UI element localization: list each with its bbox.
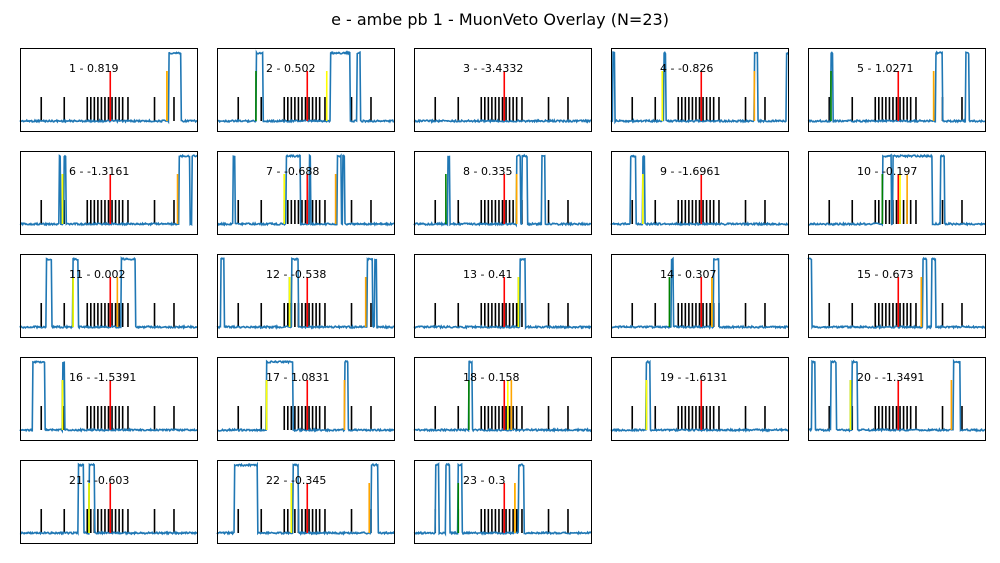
panel: 19 - -1.6131	[610, 357, 789, 441]
trace-line	[19, 255, 198, 330]
trace-line	[610, 256, 789, 330]
panel-frame	[808, 357, 986, 441]
panels-grid: 1 - 0.819 2 - 0.502 3 - -3.4332 4 - -0.826 5…	[19, 48, 986, 544]
panel-frame	[611, 254, 789, 338]
trace-line	[19, 360, 198, 434]
panel: 17 - 1.0831	[216, 357, 395, 441]
panel-frame	[217, 48, 395, 132]
panel-label: 19 - -1.6131	[660, 371, 727, 384]
panel-label: 16 - -1.5391	[69, 371, 136, 384]
panel-frame	[414, 48, 592, 132]
trace-line	[19, 153, 198, 227]
panel: 14 - 0.307	[610, 254, 789, 338]
panel: 8 - 0.335	[413, 151, 592, 235]
panel: 21 - -0.603	[19, 460, 198, 544]
panel-frame	[414, 254, 592, 338]
panel: 7 - -0.688	[216, 151, 395, 235]
trace-line	[216, 461, 395, 536]
panel: 1 - 0.819	[19, 48, 198, 132]
trace-line	[610, 154, 789, 227]
panel-label: 23 - 0.3	[463, 474, 505, 487]
trace-line	[807, 358, 986, 433]
panel: 13 - 0.41	[413, 254, 592, 338]
trace-line	[413, 462, 592, 537]
panel-frame	[611, 151, 789, 235]
panel-label: 5 - 1.0271	[857, 62, 913, 75]
panel: 2 - 0.502	[216, 48, 395, 132]
panel: 6 - -1.3161	[19, 151, 198, 235]
panel-label: 3 - -3.4332	[463, 62, 523, 75]
panel-label: 2 - 0.502	[266, 62, 315, 75]
trace-line	[610, 51, 789, 125]
panel-frame	[20, 254, 198, 338]
panel: 5 - 1.0271	[807, 48, 986, 132]
trace-line	[413, 118, 592, 124]
panel-label: 14 - 0.307	[660, 268, 716, 281]
panel-frame	[217, 460, 395, 544]
trace-line	[216, 359, 395, 433]
trace-line	[610, 359, 789, 433]
trace-line	[807, 153, 986, 227]
panel-frame	[414, 460, 592, 544]
panel-frame	[20, 48, 198, 132]
trace-line	[807, 50, 986, 124]
panel-label: 6 - -1.3161	[69, 165, 129, 178]
panel: 4 - -0.826	[610, 48, 789, 132]
panel-label: 10 - -0.197	[857, 165, 917, 178]
panel-label: 22 - -0.345	[266, 474, 326, 487]
panel: 10 - -0.197	[807, 151, 986, 235]
panel: 22 - -0.345	[216, 460, 395, 544]
panel: 20 - -1.3491	[807, 357, 986, 441]
panel-frame	[217, 357, 395, 441]
panel: 23 - 0.3	[413, 460, 592, 544]
panel-frame	[217, 151, 395, 235]
panel: 11 - 0.002	[19, 254, 198, 338]
trace-line	[216, 257, 395, 330]
panel-label: 21 - -0.603	[69, 474, 129, 487]
trace-line	[807, 256, 986, 331]
panel: 3 - -3.4332	[413, 48, 592, 132]
trace-line	[413, 257, 592, 331]
panel-label: 4 - -0.826	[660, 62, 713, 75]
panel-label: 1 - 0.819	[69, 62, 118, 75]
trace-line	[19, 462, 198, 536]
trace-line	[413, 360, 592, 433]
panel-frame	[808, 151, 986, 235]
panel-label: 17 - 1.0831	[266, 371, 329, 384]
panel-frame	[611, 48, 789, 132]
panel-frame	[20, 151, 198, 235]
panel-label: 18 - 0.158	[463, 371, 519, 384]
panel-frame	[414, 151, 592, 235]
trace-line	[216, 49, 395, 124]
panel: 18 - 0.158	[413, 357, 592, 441]
panel-frame	[217, 254, 395, 338]
panel-label: 9 - -1.6961	[660, 165, 720, 178]
panel-label: 20 - -1.3491	[857, 371, 924, 384]
panel-label: 11 - 0.002	[69, 268, 125, 281]
panel-frame	[20, 357, 198, 441]
panel-label: 8 - 0.335	[463, 165, 512, 178]
panel-frame	[808, 254, 986, 338]
panel-frame	[808, 48, 986, 132]
panel: 12 - -0.538	[216, 254, 395, 338]
panel-label: 7 - -0.688	[266, 165, 319, 178]
figure-title: e - ambe pb 1 - MuonVeto Overlay (N=23)	[331, 10, 669, 29]
panel-frame	[611, 357, 789, 441]
panel-label: 12 - -0.538	[266, 268, 326, 281]
trace-line	[413, 153, 592, 228]
trace-line	[216, 153, 395, 227]
panel-label: 13 - 0.41	[463, 268, 512, 281]
panel-frame	[414, 357, 592, 441]
panel: 9 - -1.6961	[610, 151, 789, 235]
panel-frame	[20, 460, 198, 544]
panel-label: 15 - 0.673	[857, 268, 913, 281]
panel: 16 - -1.5391	[19, 357, 198, 441]
panel: 15 - 0.673	[807, 254, 986, 338]
